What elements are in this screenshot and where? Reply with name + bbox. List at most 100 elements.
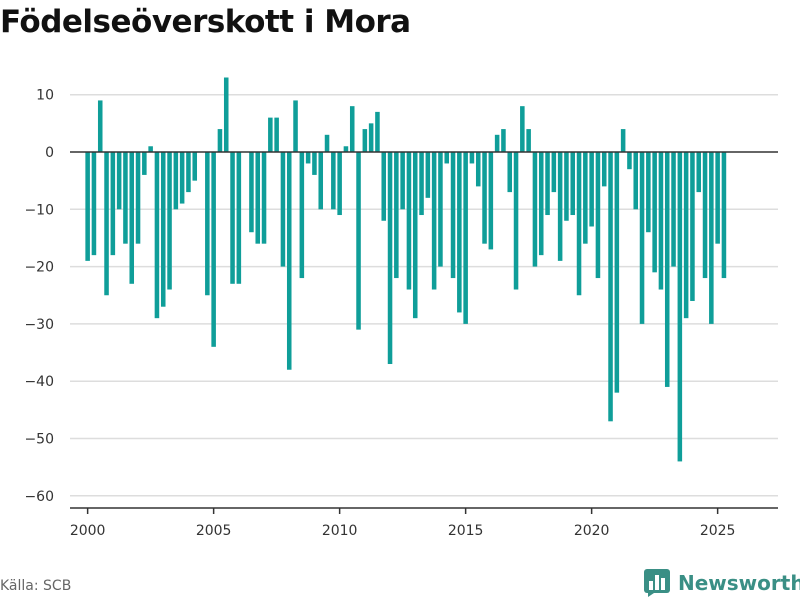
x-tick-label: 2005 bbox=[196, 523, 232, 539]
bar bbox=[690, 152, 695, 301]
bar bbox=[702, 152, 708, 279]
bar bbox=[608, 152, 613, 422]
bar bbox=[356, 152, 361, 330]
bar bbox=[110, 152, 116, 256]
bar bbox=[299, 152, 305, 279]
bar bbox=[412, 152, 418, 319]
bar bbox=[375, 111, 380, 152]
bar bbox=[488, 152, 494, 250]
bars bbox=[85, 77, 727, 462]
bar bbox=[709, 152, 714, 324]
y-tick-label: 10 bbox=[36, 88, 54, 104]
bar bbox=[148, 146, 153, 152]
bar bbox=[627, 152, 632, 170]
bar bbox=[381, 152, 387, 221]
bar bbox=[652, 152, 657, 273]
bar bbox=[507, 152, 513, 193]
bar bbox=[286, 152, 292, 370]
bar bbox=[312, 152, 317, 175]
bar bbox=[394, 152, 399, 279]
x-tick-label: 2025 bbox=[700, 523, 736, 539]
bar bbox=[97, 100, 103, 152]
source-note: Källa: SCB bbox=[0, 578, 72, 594]
y-tick-label: 0 bbox=[45, 145, 54, 161]
bar bbox=[564, 152, 569, 221]
bar bbox=[457, 152, 462, 313]
bar bbox=[450, 152, 456, 279]
bar bbox=[293, 100, 298, 152]
bar bbox=[129, 152, 135, 284]
bar bbox=[154, 152, 160, 319]
bar bbox=[135, 152, 141, 244]
bar bbox=[85, 152, 90, 261]
bar bbox=[123, 152, 128, 244]
bar bbox=[167, 152, 172, 290]
bar bbox=[545, 152, 550, 216]
chart-title: Födelseöverskott i Mora bbox=[0, 4, 411, 40]
bar bbox=[639, 152, 645, 324]
bar bbox=[601, 152, 607, 187]
bar bbox=[658, 152, 664, 290]
bar bbox=[406, 152, 412, 290]
bar bbox=[205, 152, 210, 296]
bar bbox=[520, 106, 525, 152]
x-tick-label: 2015 bbox=[448, 523, 484, 539]
bar bbox=[368, 123, 374, 152]
bar bbox=[255, 152, 261, 244]
bar bbox=[173, 152, 179, 210]
bar bbox=[261, 152, 267, 244]
bar bbox=[268, 117, 273, 152]
bar bbox=[160, 152, 166, 307]
bar bbox=[431, 152, 437, 290]
bar bbox=[217, 129, 223, 152]
bar bbox=[280, 152, 286, 267]
bar bbox=[249, 152, 254, 233]
bar-chart-icon bbox=[644, 569, 670, 597]
bar bbox=[318, 152, 324, 210]
bar bbox=[513, 152, 519, 290]
bar bbox=[475, 152, 481, 187]
bar bbox=[179, 152, 185, 204]
bar bbox=[526, 129, 531, 152]
x-tick-label: 2010 bbox=[322, 523, 358, 539]
y-tick-label: −20 bbox=[24, 260, 54, 276]
bar bbox=[305, 152, 311, 164]
bar bbox=[274, 117, 279, 152]
bar bbox=[557, 152, 563, 261]
bar bbox=[211, 152, 216, 347]
bar bbox=[116, 152, 122, 210]
bar bbox=[142, 152, 147, 175]
bar bbox=[671, 152, 676, 267]
bar bbox=[715, 152, 720, 244]
axes: 10 0 −10 −20 −30 −40 −50 −60 2000 2005 2010 2015 202… bbox=[24, 88, 778, 539]
y-tick-label: −10 bbox=[24, 202, 54, 218]
bar bbox=[551, 152, 557, 193]
bar bbox=[438, 152, 443, 267]
bar bbox=[331, 152, 336, 210]
bar bbox=[91, 152, 97, 256]
y-tick-label: −40 bbox=[24, 374, 54, 390]
bar bbox=[532, 152, 538, 267]
bar bbox=[425, 152, 431, 198]
bar bbox=[469, 152, 475, 164]
x-tick-label: 2020 bbox=[574, 523, 610, 539]
bar bbox=[595, 152, 601, 279]
bar bbox=[463, 152, 468, 324]
bar bbox=[583, 152, 588, 244]
bar bbox=[683, 152, 689, 319]
x-tick-label: 2000 bbox=[70, 523, 106, 539]
y-tick-label: −30 bbox=[24, 317, 54, 333]
bar bbox=[230, 152, 235, 284]
bar bbox=[664, 152, 670, 387]
bar bbox=[646, 152, 651, 233]
bar bbox=[589, 152, 594, 227]
y-tick-label: −60 bbox=[24, 489, 54, 505]
bar bbox=[614, 152, 620, 393]
bar bbox=[236, 152, 242, 284]
newsworthy-logo[interactable]: Newsworthy bbox=[644, 568, 800, 598]
bar-chart: 10 0 −10 −20 −30 −40 −50 −60 2000 2005 2010 2015 202… bbox=[24, 77, 778, 539]
bar bbox=[337, 152, 342, 216]
bar bbox=[620, 129, 626, 152]
bar bbox=[494, 134, 500, 152]
bar bbox=[696, 152, 702, 193]
